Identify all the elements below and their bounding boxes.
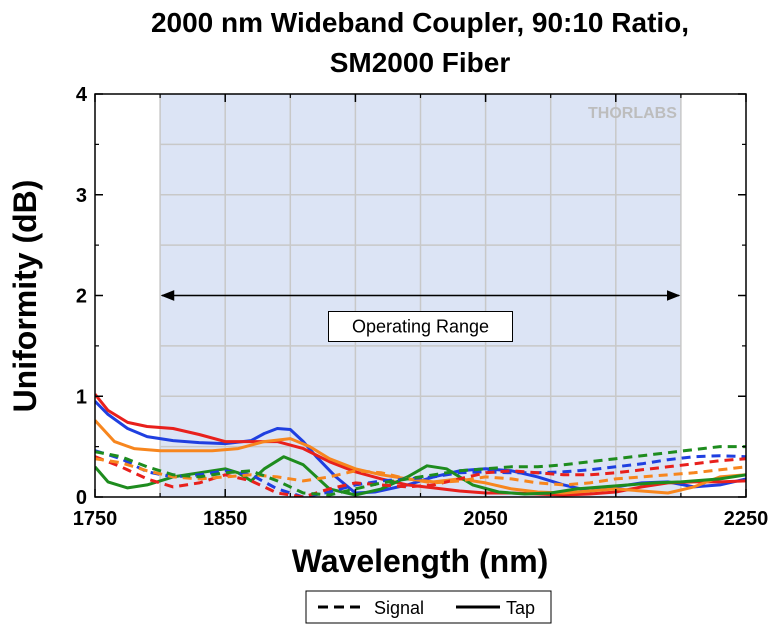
y-tick-label: 2 <box>76 286 87 308</box>
thorlabs-watermark: THORLABS <box>588 105 677 122</box>
x-tick-label: 1950 <box>333 508 378 530</box>
operating-range-label: Operating Range <box>352 317 489 337</box>
legend: Signal Tap <box>305 590 552 624</box>
series-green-dashed <box>95 445 746 497</box>
series-red-solid <box>95 393 746 497</box>
y-tick-label: 1 <box>76 386 87 408</box>
operating-range-label-box <box>328 311 513 342</box>
axis-ticks: 1750 1850 1950 2050 2150 2250 0 1 2 3 4 <box>73 84 769 530</box>
x-tick-label: 2150 <box>594 508 639 530</box>
x-tick-label: 1750 <box>73 508 118 530</box>
x-tick-label: 2250 <box>724 508 769 530</box>
y-axis-label: Uniformity (dB) <box>7 180 43 413</box>
series-group <box>95 393 746 497</box>
y-tick-label: 3 <box>76 185 87 207</box>
x-tick-label: 1850 <box>203 508 248 530</box>
legend-tap-label: Tap <box>506 598 535 618</box>
chart-title-line-2: SM2000 Fiber <box>330 47 511 78</box>
series-orange-dashed <box>95 457 746 487</box>
chart-title-line-1: 2000 nm Wideband Coupler, 90:10 Ratio, <box>151 7 689 38</box>
legend-box <box>305 590 552 624</box>
x-tick-label: 2050 <box>463 508 508 530</box>
x-axis-label: Wavelength (nm) <box>292 543 549 579</box>
series-red-dashed <box>95 455 746 497</box>
y-tick-label: 4 <box>76 84 88 106</box>
y-tick-label: 0 <box>76 487 87 509</box>
series-green-solid <box>95 455 746 497</box>
legend-signal-label: Signal <box>374 598 424 618</box>
